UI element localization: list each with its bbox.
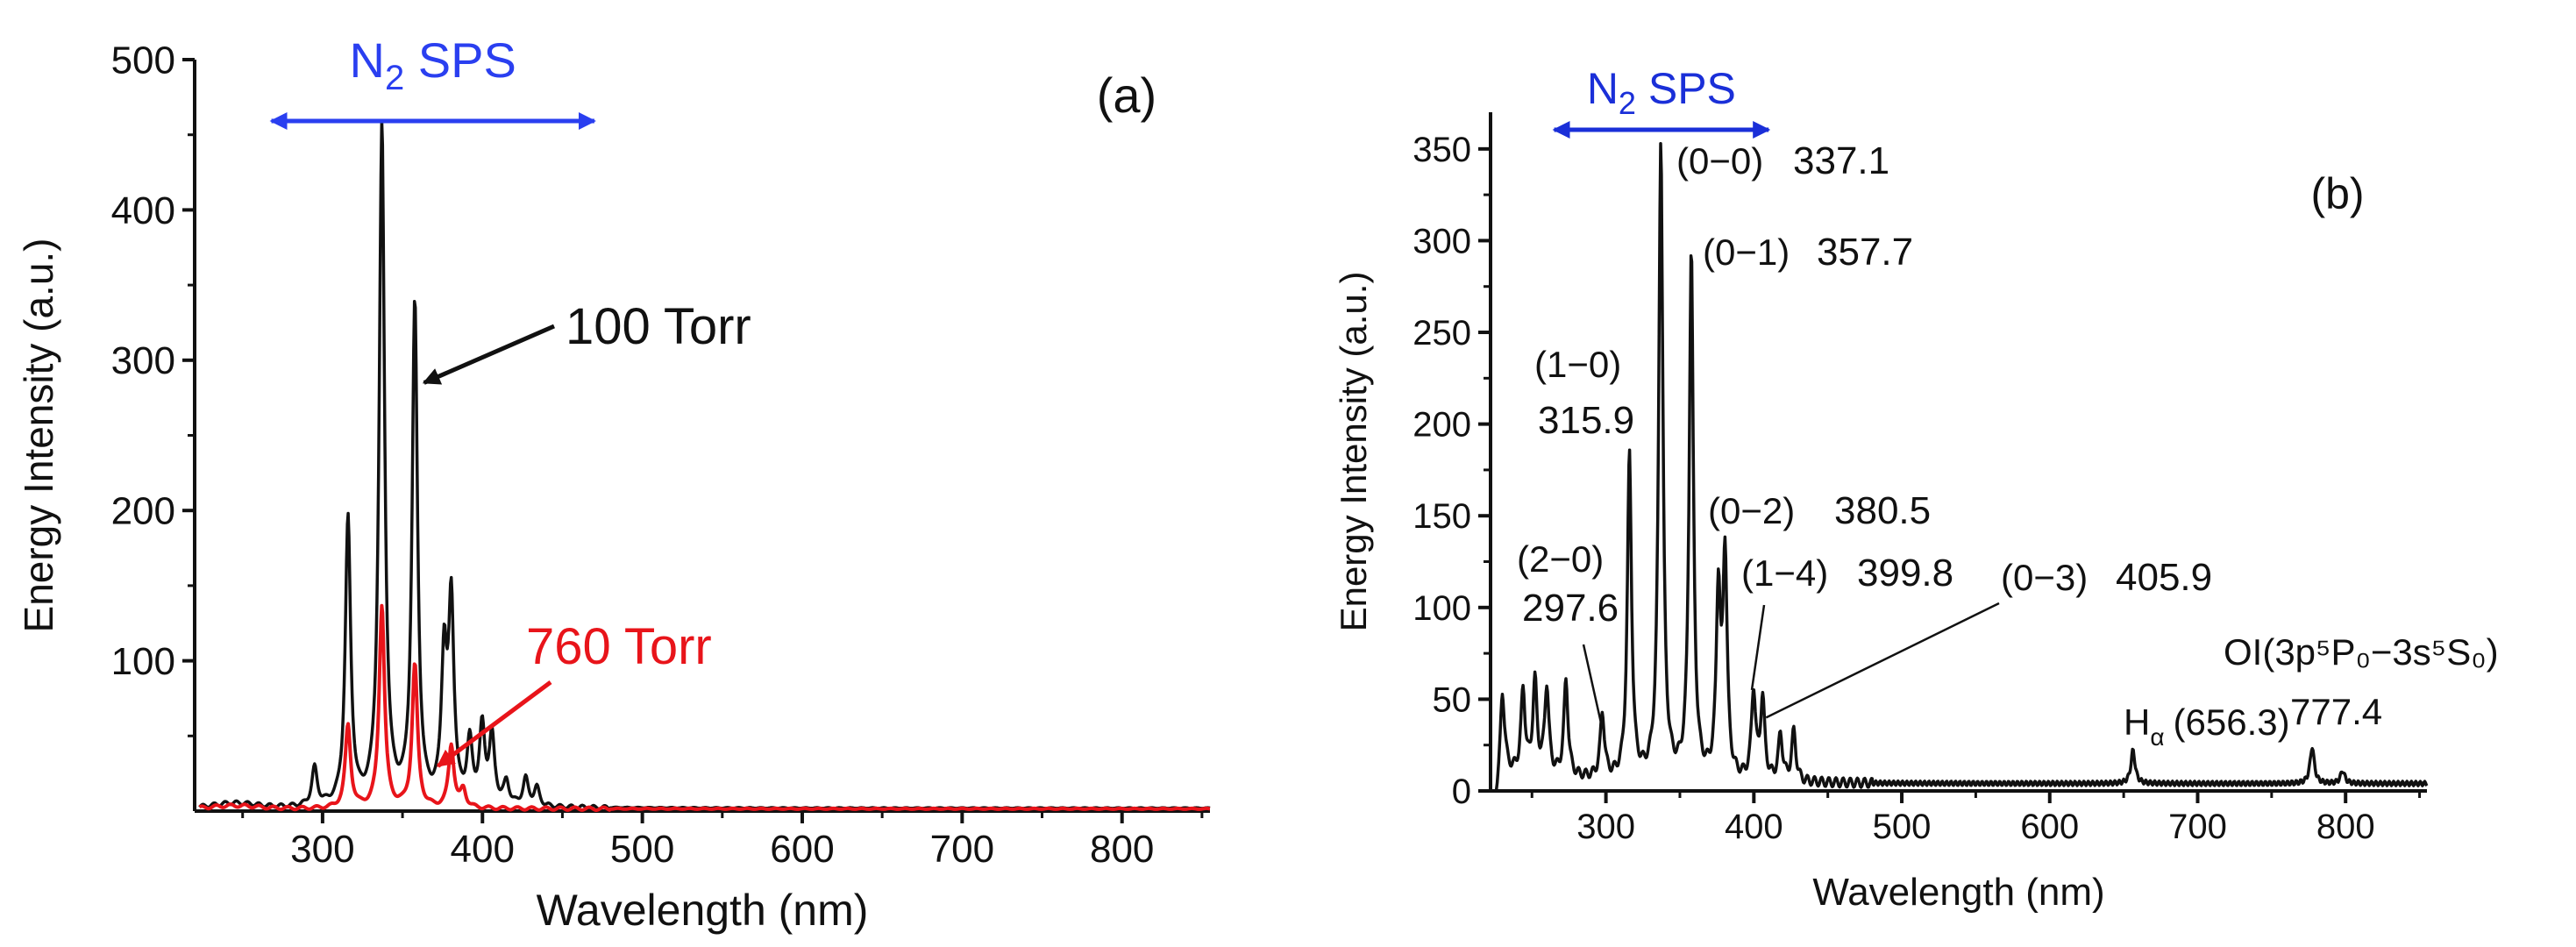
panel-b-y-axis-title: Energy Intensity (a.u.) <box>1333 272 1374 632</box>
panel-a-x-axis-title: Wavelength (nm) <box>537 886 869 935</box>
panel-b-label: (b) <box>2310 169 2364 218</box>
peak-wavelength-label: 357.7 <box>1817 231 1913 274</box>
series-line-100-torr <box>198 118 1211 811</box>
peak-wavelength-label: 337.1 <box>1793 139 1889 182</box>
panel-b-x-tick-label: 300 <box>1576 808 1635 846</box>
annotation-100-torr: 100 Torr <box>566 298 751 355</box>
annotation-760-torr: 760 Torr <box>526 618 712 675</box>
band-label-subscript: 2 <box>1619 85 1636 121</box>
panel-b-leader-lines <box>1582 602 2000 722</box>
panel-b-x-tick-label: 800 <box>2316 808 2375 846</box>
peak-wavelength-label: 315.9 <box>1538 399 1634 442</box>
annotation-760-torr-arrow <box>436 680 552 768</box>
oxygen-line-label: OI(3p⁵P₀−3s⁵S₀) <box>2224 631 2499 673</box>
peak-transition-label: (1−4) <box>1741 552 1828 594</box>
panel-b-y-tick-label: 50 <box>1433 680 1472 719</box>
panel-a-y-tick-label: 500 <box>111 39 175 82</box>
chart-panel-a: 300 400 500 600 700 800 100 200 300 400 500 N2 SPS… <box>16 32 1212 935</box>
series-line-760-torr <box>198 603 1212 812</box>
panel-b-y-tick-label: 300 <box>1413 222 1471 260</box>
panel-b-n2-sps-label: N2 SPS <box>1587 64 1736 121</box>
h-alpha-label: Hα (656.3) <box>2124 701 2290 751</box>
panel-b-series <box>1492 141 2429 793</box>
chart-panel-b: 300 400 500 600 700 800050100150200250300350 … <box>1333 64 2499 914</box>
panel-a-x-tick-label: 400 <box>451 828 515 871</box>
panel-a-label: (a) <box>1097 68 1156 123</box>
panel-a-x-tick-label: 800 <box>1090 828 1154 871</box>
band-label-main: N <box>350 32 385 88</box>
panel-a-x-tick-label: 700 <box>930 828 994 871</box>
panel-a-axes: 300 400 500 600 700 800 100 200 300 400 500 <box>111 39 1210 871</box>
peak-leader-line <box>1765 602 2000 719</box>
peak-leader-line <box>1582 644 1602 722</box>
panel-a-n2-sps-label: N2 SPS <box>350 32 516 97</box>
peak-wavelength-label: 405.9 <box>2116 556 2212 599</box>
panel-a-series <box>198 118 1212 812</box>
peak-transition-label: (0−1) <box>1703 231 1790 273</box>
panel-b-axes: 300 400 500 600 700 800 0 50 100 150 200 250 300 350 <box>1413 112 2427 846</box>
h-alpha-value: (656.3) <box>2174 701 2290 743</box>
band-label-rest: SPS <box>404 32 516 88</box>
peak-wavelength-label: 297.6 <box>1522 587 1619 630</box>
peak-wavelength-label: 399.8 <box>1857 552 1953 595</box>
peak-transition-label: (0−3) <box>2001 557 2088 598</box>
peak-wavelength-label: 380.5 <box>1834 489 1931 532</box>
peak-transition-label: (2−0) <box>1517 538 1604 580</box>
panel-b-x-axis-title: Wavelength (nm) <box>1812 871 2104 914</box>
panel-b-peak-labels: (1−0) 315.9 (0−0) 337.1 (0−1) 357.7 (0−2) 380.5… <box>1517 139 2212 630</box>
band-label-main: N <box>1587 64 1619 113</box>
band-label-rest: SPS <box>1636 64 1736 113</box>
series-line-spectrum <box>1492 141 2429 793</box>
panel-a-y-tick-label: 200 <box>111 490 175 533</box>
peak-transition-label: (0−2) <box>1708 490 1795 531</box>
panel-b-x-tick-label: 700 <box>2168 808 2227 846</box>
panel-a-y-tick-label: 300 <box>111 339 175 382</box>
panel-b-x-tick-label: 600 <box>2020 808 2079 846</box>
h-alpha-subscript: α <box>2150 723 2164 751</box>
oxygen-line-value: 777.4 <box>2290 691 2382 732</box>
panel-b-y-tick-label: 250 <box>1413 314 1471 352</box>
panel-b-y-tick-label: 100 <box>1413 589 1471 628</box>
panel-b-y-tick-label: 200 <box>1413 406 1471 445</box>
peak-leader-line <box>1750 604 1766 691</box>
panel-b-y-tick-label: 150 <box>1413 497 1471 536</box>
annotation-100-torr-arrow <box>422 324 555 385</box>
panel-a-x-tick-label: 500 <box>610 828 674 871</box>
panel-a-y-axis-title: Energy Intensity (a.u.) <box>16 239 61 633</box>
panel-b-y-tick-label: 0 <box>1452 773 1471 811</box>
panel-b-y-tick-label: 350 <box>1413 131 1471 169</box>
panel-a-y-tick-label: 100 <box>111 640 175 683</box>
h-alpha-main: H <box>2124 701 2150 743</box>
panel-a-y-tick-label: 400 <box>111 189 175 232</box>
band-label-subscript: 2 <box>385 59 404 97</box>
panel-a-x-tick-label: 600 <box>770 828 834 871</box>
panel-b-x-tick-label: 400 <box>1725 808 1783 846</box>
peak-transition-label: (0−0) <box>1676 140 1763 182</box>
panel-b-x-tick-label: 500 <box>1873 808 1932 846</box>
panel-a-x-tick-label: 300 <box>290 828 354 871</box>
peak-transition-label: (1−0) <box>1534 344 1621 385</box>
